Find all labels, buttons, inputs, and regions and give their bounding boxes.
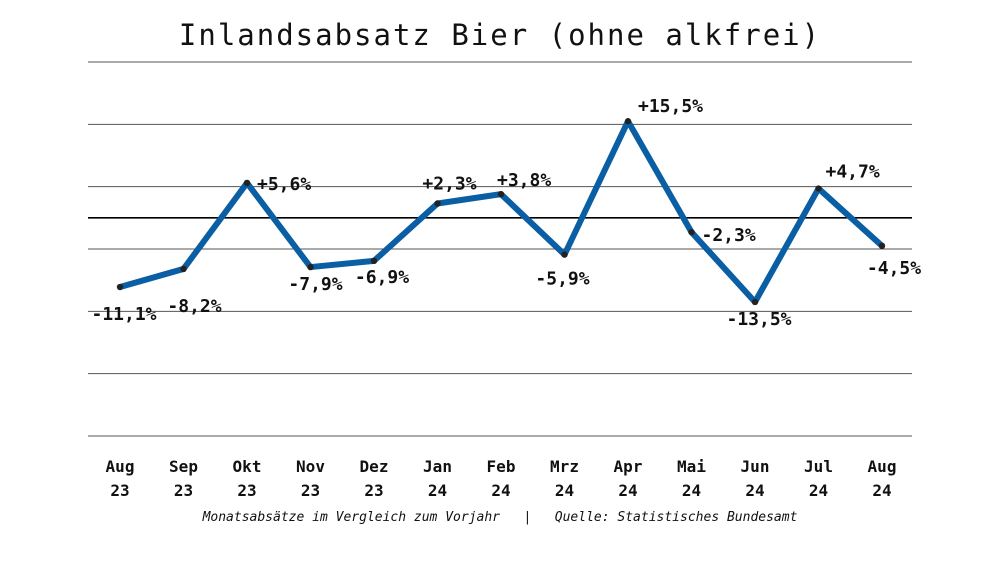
data-point: [815, 185, 822, 192]
data-point: [878, 242, 886, 250]
data-point: [370, 257, 378, 265]
x-tick-label-month: Dez: [360, 457, 389, 476]
x-tick-label-month: Mai: [677, 457, 706, 476]
data-point: [307, 263, 314, 271]
data-label: -7,9%: [288, 274, 342, 295]
data-label: +15,5%: [638, 96, 703, 117]
x-tick-label-month: Jul: [804, 457, 833, 476]
x-tick-label-month: Aug: [106, 457, 135, 476]
x-tick-label-year: 24: [872, 481, 891, 500]
data-label: +3,8%: [497, 170, 551, 191]
x-tick-label-year: 24: [491, 481, 510, 500]
x-tick-label-month: Jan: [423, 457, 452, 476]
x-tick-label-month: Jun: [741, 457, 770, 476]
x-tick-label-year: 24: [555, 481, 574, 500]
data-point: [434, 200, 441, 207]
x-tick-label-year: 23: [174, 481, 193, 500]
data-label: +5,6%: [257, 174, 311, 195]
data-point: [751, 298, 759, 306]
data-label: +2,3%: [422, 173, 476, 194]
x-tick-label-year: 23: [237, 481, 256, 500]
x-tick-label-year: 24: [745, 481, 764, 500]
chart-title: Inlandsabsatz Bier (ohne alkfrei): [178, 18, 822, 52]
series-line: [117, 118, 885, 305]
data-label: -5,9%: [535, 269, 589, 290]
data-label: -13,5%: [726, 309, 791, 330]
data-point: [688, 228, 695, 236]
x-tick-label-year: 23: [301, 481, 320, 500]
data-point: [180, 265, 187, 273]
x-tick-label-month: Aug: [868, 457, 897, 476]
x-tick-label-year: 23: [364, 481, 383, 500]
x-tick-label-year: 23: [110, 481, 129, 500]
x-tick-label-month: Feb: [487, 457, 516, 476]
data-point: [624, 118, 632, 125]
data-label: -2,3%: [702, 225, 756, 246]
data-label: -11,1%: [91, 304, 156, 325]
data-point: [116, 283, 124, 291]
x-tick-label-year: 24: [682, 481, 701, 500]
data-label: +4,7%: [826, 162, 880, 183]
x-tick-label-year: 24: [428, 481, 447, 500]
data-label: -4,5%: [867, 258, 921, 279]
data-label: -8,2%: [167, 296, 221, 317]
data-point: [561, 251, 568, 258]
data-label: -6,9%: [355, 267, 409, 288]
x-tick-label-month: Okt: [233, 457, 262, 476]
x-tick-label-year: 24: [618, 481, 637, 500]
x-tick-label-month: Apr: [614, 457, 643, 476]
footer-source: Quelle: Statistisches Bundesamt: [554, 510, 798, 525]
x-tick-label-month: Sep: [169, 457, 198, 476]
chart-footer: Monatsabsätze im Vergleich zum Vorjahr |…: [0, 510, 1000, 525]
footer-separator: |: [523, 510, 532, 525]
data-point: [243, 179, 251, 187]
footer-caption: Monatsabsätze im Vergleich zum Vorjahr: [202, 510, 500, 525]
data-point: [497, 190, 505, 198]
x-tick-label-month: Nov: [296, 457, 325, 476]
x-tick-label-year: 24: [809, 481, 828, 500]
x-tick-label-month: Mrz: [550, 457, 579, 476]
